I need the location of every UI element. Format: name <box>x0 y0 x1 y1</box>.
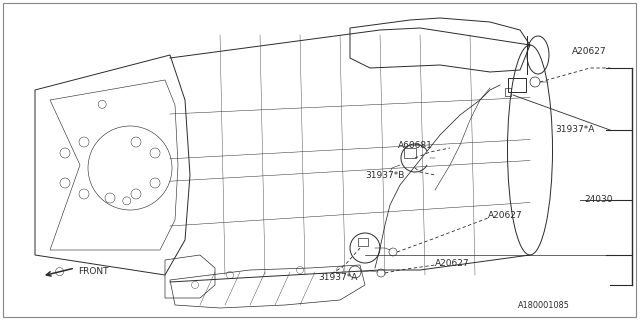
Text: A20627: A20627 <box>435 259 470 268</box>
Text: 31937*A: 31937*A <box>318 274 357 283</box>
Text: FRONT: FRONT <box>78 268 109 276</box>
Text: A60681: A60681 <box>398 140 433 149</box>
Bar <box>404 148 416 158</box>
Bar <box>505 88 511 96</box>
Text: 31937*B: 31937*B <box>365 171 404 180</box>
Bar <box>358 238 368 246</box>
Text: 31937*A: 31937*A <box>555 125 595 134</box>
Text: A20627: A20627 <box>488 211 523 220</box>
Text: A20627: A20627 <box>572 47 607 57</box>
Bar <box>508 78 526 92</box>
Text: A180001085: A180001085 <box>518 300 570 309</box>
Text: 24030: 24030 <box>584 196 612 204</box>
